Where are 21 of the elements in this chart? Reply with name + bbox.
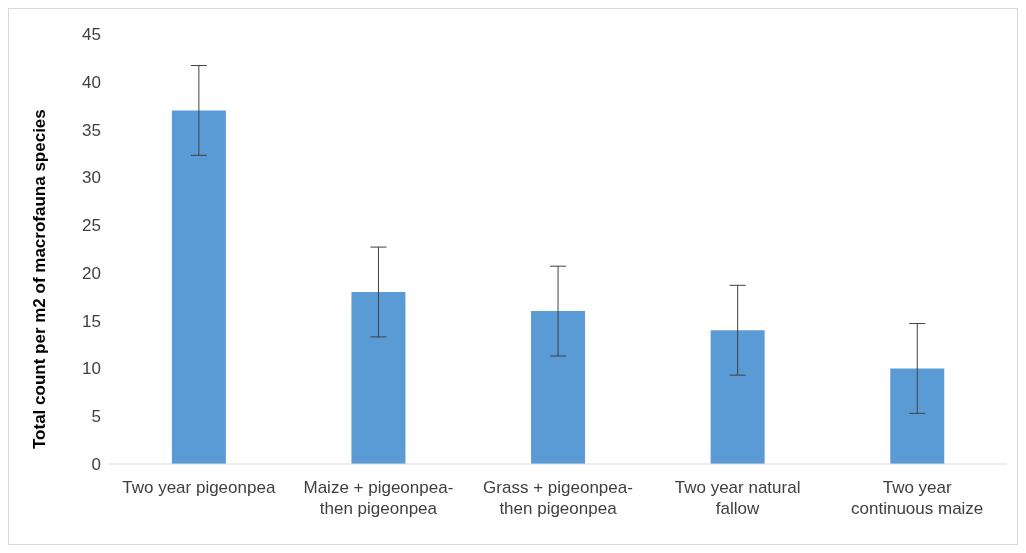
y-tick-label: 30 (82, 168, 101, 188)
y-tick-label: 0 (91, 455, 101, 475)
x-tick-label: Maize + pigeonpea-then pigeonpea (303, 478, 454, 518)
bar (351, 292, 406, 464)
y-tick-label: 45 (82, 25, 101, 45)
y-tick-label: 10 (82, 359, 101, 379)
y-tick-label: 15 (82, 311, 101, 331)
y-tick-label: 25 (82, 216, 101, 236)
x-tick-label: Two year natural fallow (674, 478, 801, 518)
x-tick-label: Grass + pigeonpea-then pigeonpea (483, 478, 633, 518)
bar (531, 311, 586, 464)
x-tick-label: Two year pigeonpea (122, 478, 276, 498)
y-tick-label: 20 (82, 263, 101, 283)
bar (171, 110, 226, 464)
x-tick-label: Two year continuous maize (851, 478, 984, 518)
bar (710, 330, 765, 464)
y-tick-label: 35 (82, 120, 101, 140)
y-axis-title: Total count per m2 of macrofauna species (30, 109, 50, 449)
bar (890, 368, 945, 464)
y-tick-label: 40 (82, 72, 101, 92)
y-tick-label: 5 (91, 407, 101, 427)
